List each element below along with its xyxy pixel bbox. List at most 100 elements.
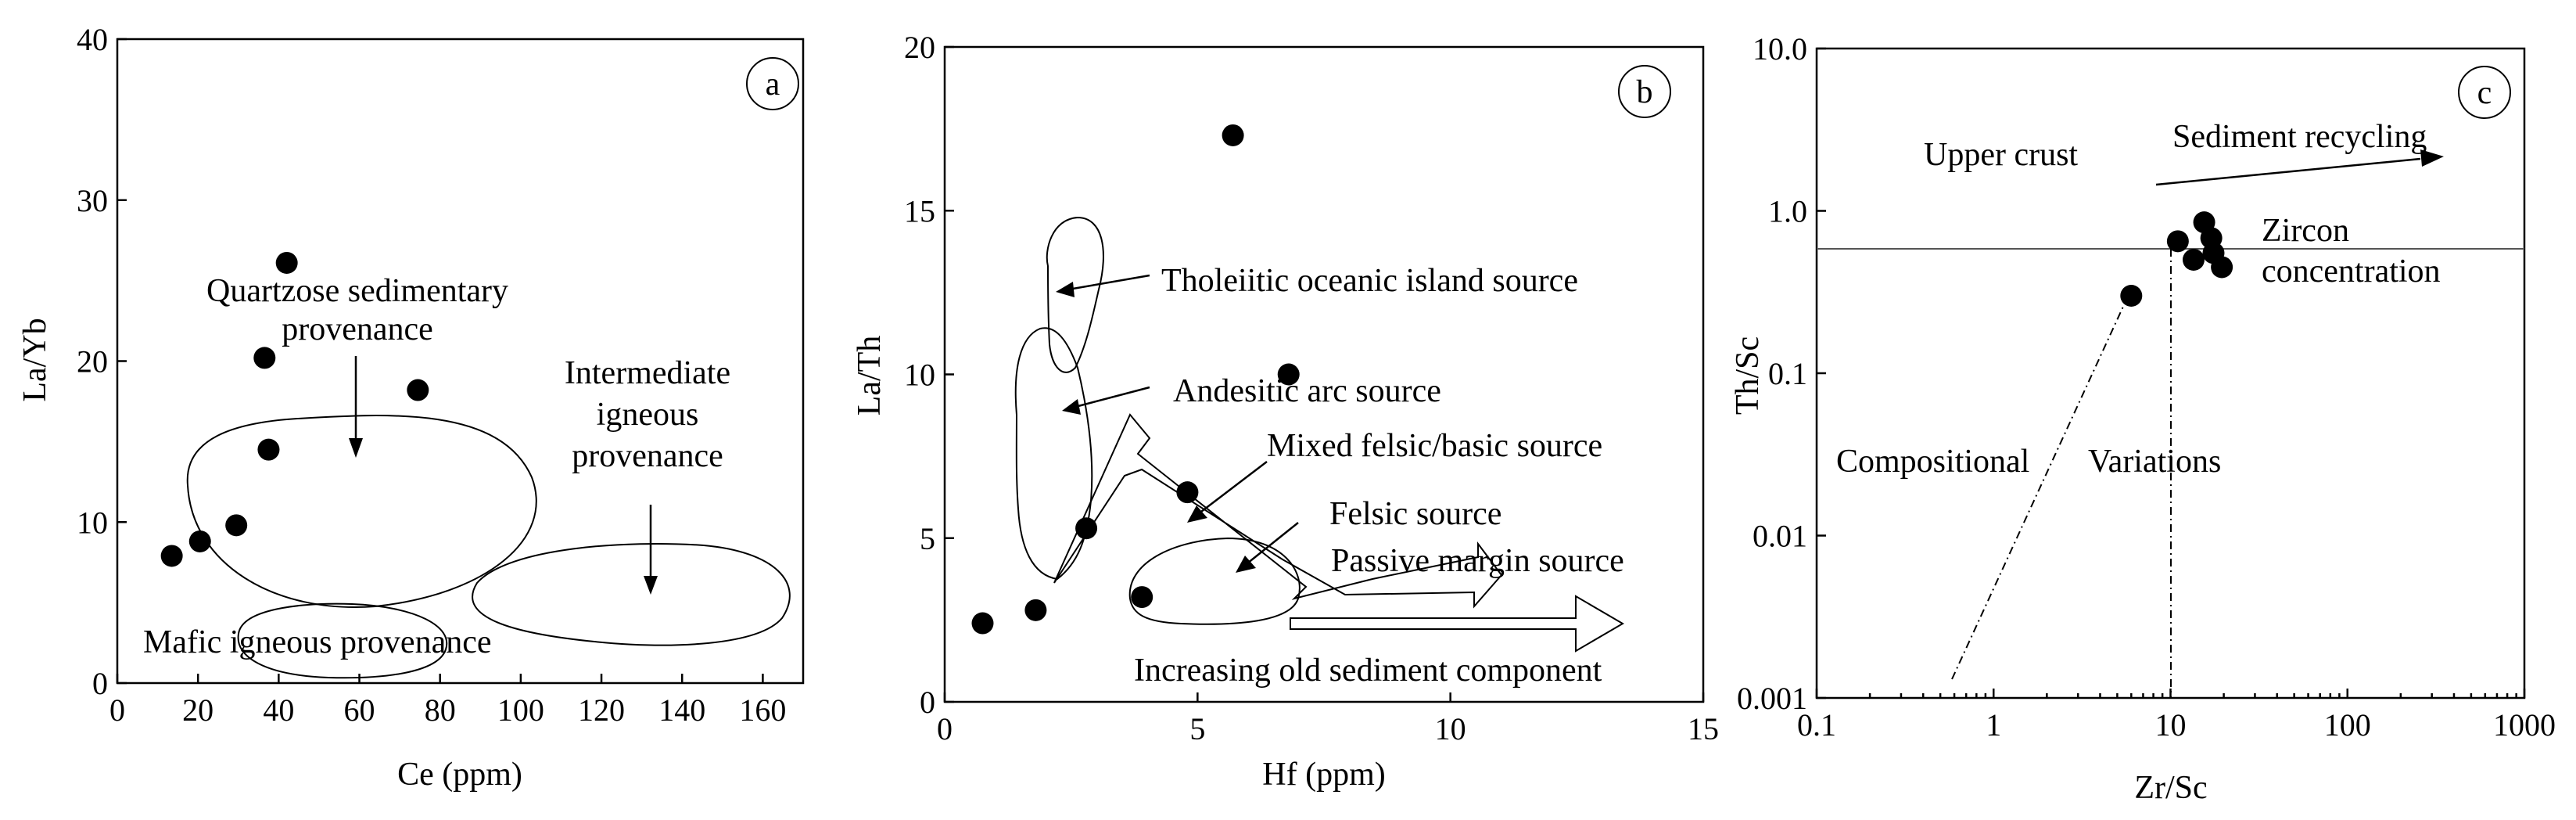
recycling-arrow [2155, 157, 2421, 186]
panel-b-label-circle [1618, 65, 1671, 118]
y-tick-label: 0.001 [1737, 681, 1807, 716]
panel-b-ticks: 0 5 10 15 0 5 10 15 20 [904, 30, 1719, 746]
panel-c: 0.1 1 10 100 1000 0.001 0.01 0.1 1.0 10.0 c Upper… [1730, 31, 2556, 806]
zircon-label-line1: Zircon [2262, 213, 2349, 249]
passive-label: Passive margin source [1331, 543, 1624, 579]
y-tick-label: 0.01 [1753, 519, 1807, 554]
data-point [1277, 363, 1300, 386]
compositional-label-line2: Variations [2088, 444, 2221, 480]
felsic-envelope [1128, 537, 1301, 625]
x-tick-label: 10 [1435, 711, 1466, 746]
panel-a-ticks: 0 20 40 60 80 100 120 140 160 0 10 20 30 40 [77, 22, 786, 728]
x-tick-label: 0.1 [1797, 707, 1836, 743]
y-tick-label: 5 [920, 521, 935, 556]
x-tick-label: 1000 [2493, 707, 2556, 743]
data-point [188, 530, 211, 552]
panel-c-ticks: 0.1 1 10 100 1000 0.001 0.01 0.1 1.0 10.0 [1737, 31, 2556, 743]
felsic-pointer [1247, 522, 1299, 564]
andesitic-pointer [1075, 386, 1150, 408]
zircon-label-line2: concentration [2262, 254, 2441, 290]
panel-a-label: a [766, 67, 780, 102]
data-point [2120, 284, 2143, 307]
x-tick-label: 10 [2155, 707, 2187, 743]
intermediate-envelope [472, 543, 791, 646]
data-point [1131, 586, 1153, 609]
y-tick-label: 1.0 [1768, 194, 1807, 229]
panel-c-label-circle [2458, 66, 2511, 119]
tholeiitic-pointer [1067, 274, 1150, 291]
data-point [1024, 599, 1047, 621]
x-tick-label: 15 [1688, 711, 1719, 746]
data-point [2182, 248, 2205, 271]
intermediate-arrowhead [644, 576, 658, 595]
y-tick-label: 10 [904, 358, 935, 393]
x-tick-label: 0 [937, 711, 953, 746]
panel-b-points [971, 124, 1300, 635]
tholeiitic-envelope [1046, 216, 1104, 373]
mixed-pointer-head [1187, 505, 1207, 523]
y-tick-label: 20 [904, 30, 935, 65]
x-tick-label: 40 [263, 692, 294, 728]
data-point [225, 514, 248, 537]
y-tick-label: 40 [77, 22, 108, 57]
data-point [1222, 124, 1244, 146]
data-point [407, 379, 429, 401]
y-tick-label: 10.0 [1753, 31, 1807, 67]
y-tick-label: 20 [77, 344, 108, 379]
panel-b-label: b [1637, 74, 1653, 110]
data-point [257, 438, 280, 461]
x-tick-label: 5 [1189, 711, 1205, 746]
panel-a-points [160, 251, 429, 567]
old-sediment-arrow [1290, 595, 1624, 653]
y-tick-label: 0 [920, 685, 935, 720]
quartzose-arrowhead [349, 438, 363, 458]
x-tick-label: 0 [109, 692, 125, 728]
data-point [1176, 481, 1199, 504]
x-tick-label: 120 [578, 692, 625, 728]
panel-c-xlabel: Zr/Sc [2134, 770, 2207, 806]
data-point [275, 251, 298, 274]
intermediate-label-line3: provenance [572, 438, 723, 474]
data-point [160, 545, 183, 567]
panel-a-xlabel: Ce (ppm) [397, 757, 522, 793]
panel-c-points [2120, 211, 2233, 307]
quartzose-label-line2: provenance [282, 311, 433, 347]
data-point [253, 347, 276, 369]
tholeiitic-label: Tholeiitic oceanic island source [1161, 263, 1578, 299]
mafic-envelope [237, 602, 448, 679]
panel-b: 0 5 10 15 0 5 10 15 20 b Tholeiitic oceanic isla… [852, 30, 1719, 793]
x-tick-label: 20 [182, 692, 213, 728]
intermediate-label-line1: Intermediate [565, 355, 730, 391]
data-point [1075, 517, 1098, 540]
y-tick-label: 0 [92, 666, 108, 701]
andesitic-label: Andesitic arc source [1173, 373, 1441, 409]
recycling-arrowhead [2420, 149, 2444, 167]
data-point [971, 612, 994, 635]
y-tick-label: 0.1 [1768, 356, 1807, 391]
mixed-label: Mixed felsic/basic source [1267, 428, 1602, 464]
passive-margin-arrow [1053, 413, 1503, 609]
x-tick-label: 80 [425, 692, 456, 728]
mixed-pointer [1197, 461, 1268, 515]
panel-b-xlabel: Hf (ppm) [1262, 757, 1385, 793]
x-tick-label: 100 [497, 692, 544, 728]
y-tick-label: 30 [77, 183, 108, 218]
compositional-dashed-line [1951, 289, 2132, 680]
panel-b-ylabel: La/Th [852, 336, 888, 416]
panel-c-label: c [2477, 75, 2492, 111]
y-tick-label: 15 [904, 193, 935, 228]
tholeiitic-pointer-head [1056, 282, 1075, 297]
panel-c-ylabel: Th/Sc [1730, 336, 1766, 415]
x-tick-label: 160 [739, 692, 786, 728]
compositional-label-line1: Compositional [1836, 444, 2029, 480]
andesitic-envelope [1014, 327, 1093, 581]
x-tick-label: 1 [1986, 707, 2001, 743]
x-tick-label: 100 [2324, 707, 2371, 743]
y-tick-label: 10 [77, 505, 108, 540]
data-point [2211, 256, 2233, 279]
felsic-label: Felsic source [1329, 496, 1501, 532]
upper-crust-label: Upper crust [1924, 137, 2078, 173]
panel-a-label-circle [746, 57, 799, 110]
felsic-pointer-head [1236, 556, 1256, 573]
